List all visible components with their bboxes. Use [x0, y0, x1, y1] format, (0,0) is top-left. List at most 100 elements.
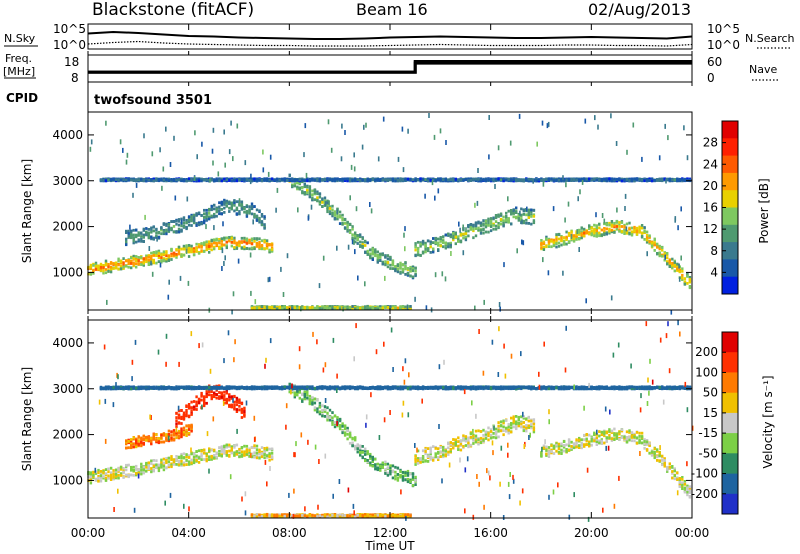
velocity-cell: [396, 473, 400, 476]
power-noise-cell: [297, 207, 299, 213]
velocity-cell: [140, 468, 143, 472]
velocity-cell: [208, 393, 211, 397]
velocity-cell: [225, 450, 228, 453]
velocity-cell: [97, 479, 100, 483]
velocity-cell: [414, 475, 417, 479]
power-noise-cell: [354, 249, 356, 255]
power-cell: [177, 218, 181, 221]
power-noise-cell: [179, 275, 182, 281]
frequency-panel-frame: [87, 54, 693, 83]
power-cell: [643, 179, 646, 183]
velocity-cell: [180, 456, 183, 460]
velocity-cell: [112, 469, 115, 472]
power-cell: [411, 275, 415, 279]
velocity-cell: [364, 453, 367, 456]
power-cell: [497, 224, 500, 227]
velocity-cell: [200, 453, 203, 456]
power-cell: [656, 242, 659, 246]
velocity-cell: [210, 393, 213, 397]
colorbar-tick-label: 12: [703, 222, 718, 236]
velocity-cell: [125, 439, 128, 443]
velocity-cell: [218, 396, 221, 399]
power-cell: [265, 243, 269, 247]
power-cell: [127, 232, 130, 235]
power-cell: [394, 306, 397, 310]
power-cell: [391, 307, 395, 310]
velocity-cell: [308, 398, 312, 402]
power-cell: [540, 239, 543, 242]
velocity-cell: [404, 474, 407, 477]
power-cell: [663, 177, 666, 181]
power-cell: [119, 267, 123, 271]
velocity-cell: [243, 406, 246, 410]
velocity-cell: [112, 472, 115, 476]
power-cell: [210, 242, 213, 246]
power-cell: [512, 215, 515, 219]
power-cell: [215, 214, 218, 218]
power-cell: [630, 179, 634, 183]
power-cell: [213, 245, 216, 249]
velocity-cell: [447, 450, 450, 454]
velocity-cell: [175, 458, 178, 461]
power-cell: [411, 269, 415, 273]
power-cell: [409, 178, 412, 182]
power-cell: [371, 177, 374, 181]
velocity-cell: [190, 409, 193, 413]
power-cell: [248, 241, 251, 244]
power-cell: [333, 179, 337, 183]
power-cell: [208, 247, 211, 250]
power-cell: [248, 247, 251, 251]
power-cell: [527, 214, 530, 218]
power-cell: [656, 252, 659, 255]
power-cell: [389, 255, 392, 259]
velocity-cell: [396, 478, 400, 482]
power-cell: [454, 232, 457, 236]
velocity-cell: [260, 455, 264, 459]
power-cell: [505, 218, 508, 222]
velocity-cell: [439, 455, 442, 458]
velocity-cell: [94, 477, 98, 481]
power-cell: [547, 237, 551, 241]
power-cell: [411, 178, 415, 182]
velocity-cell: [172, 433, 176, 437]
power-cell: [479, 177, 483, 181]
power-cell: [482, 223, 485, 227]
power-cell: [429, 179, 432, 182]
power-cell: [663, 252, 666, 256]
power-cell: [321, 197, 324, 201]
power-cell: [356, 238, 359, 242]
power-cell: [172, 251, 176, 255]
power-cell: [364, 179, 367, 182]
power-noise-cell: [187, 280, 190, 286]
power-cell: [389, 263, 392, 267]
velocity-cell: [218, 391, 221, 394]
power-cell: [245, 241, 249, 245]
power-noise-cell: [307, 215, 310, 221]
power-noise-cell: [105, 120, 107, 126]
power-cell: [203, 241, 206, 245]
power-noise-cell: [603, 218, 606, 224]
power-cell: [338, 178, 342, 181]
power-cell: [326, 201, 329, 205]
power-noise-cell: [222, 221, 224, 227]
power-cell: [686, 177, 689, 181]
velocity-cell: [414, 457, 417, 461]
power-cell: [167, 223, 171, 226]
power-cell: [512, 208, 515, 212]
power-cell: [346, 305, 349, 309]
velocity-cell: [240, 402, 244, 406]
power-cell: [575, 178, 578, 182]
power-cell: [366, 253, 369, 256]
power-cell: [671, 263, 674, 267]
velocity-cell: [449, 447, 452, 451]
power-cell: [545, 238, 548, 241]
power-cell: [668, 258, 671, 262]
power-cell: [346, 228, 349, 232]
power-cell: [192, 221, 196, 225]
velocity-cell: [447, 446, 450, 450]
power-noise-cell: [211, 148, 214, 154]
nave-line: [88, 61, 692, 74]
power-cell: [155, 261, 158, 265]
power-noise-cell: [518, 113, 521, 119]
power-cell: [326, 178, 329, 182]
